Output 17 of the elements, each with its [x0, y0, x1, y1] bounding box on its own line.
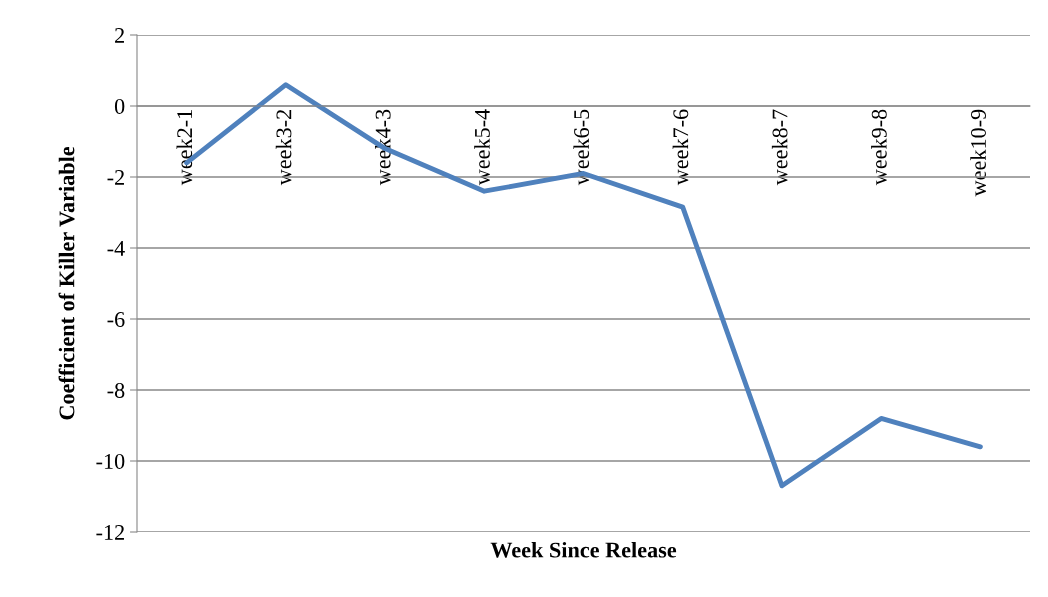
x-tick-label: week8-7 — [771, 109, 788, 186]
x-tick-label: week2-1 — [176, 110, 193, 186]
y-tick-label: -4 — [107, 241, 125, 256]
y-tick-label: -8 — [107, 382, 125, 398]
x-tick-label: week9-8 — [871, 109, 887, 186]
y-tick-label: 2 — [115, 27, 124, 43]
x-tick-label: week5-4 — [474, 109, 490, 186]
x-tick-label: week10-9 — [970, 109, 986, 197]
x-tick-label: week7-6 — [672, 109, 689, 186]
y-axis-title: Coefficient of Killer Variable — [58, 146, 75, 420]
y-tick-label: -12 — [96, 524, 124, 540]
x-axis-title: Week Since Release — [490, 541, 677, 558]
y-tick-label: -10 — [96, 453, 125, 469]
y-tick-label: 0 — [114, 98, 125, 114]
y-tick-label: -6 — [107, 311, 125, 327]
x-tick-label: week3-2 — [275, 110, 292, 186]
y-tick-label: -2 — [107, 169, 124, 185]
